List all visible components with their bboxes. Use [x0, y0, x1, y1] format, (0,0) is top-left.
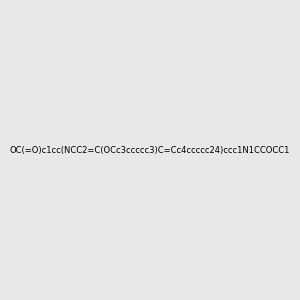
Text: OC(=O)c1cc(NCC2=C(OCc3ccccc3)C=Cc4ccccc24)ccc1N1CCOCC1: OC(=O)c1cc(NCC2=C(OCc3ccccc3)C=Cc4ccccc2…: [10, 146, 290, 154]
